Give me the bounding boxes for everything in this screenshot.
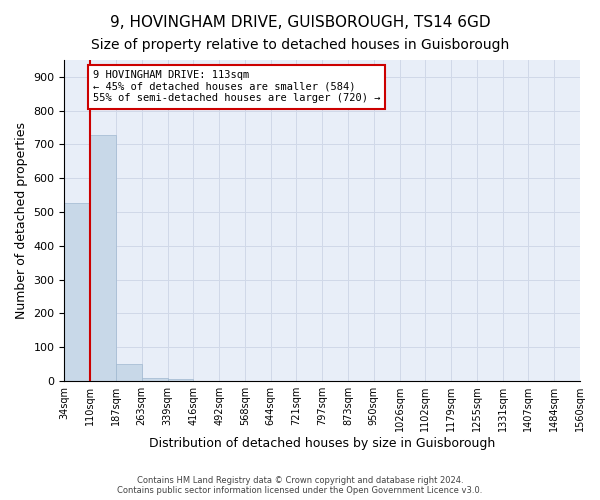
Y-axis label: Number of detached properties: Number of detached properties bbox=[15, 122, 28, 319]
X-axis label: Distribution of detached houses by size in Guisborough: Distribution of detached houses by size … bbox=[149, 437, 496, 450]
Text: 9, HOVINGHAM DRIVE, GUISBOROUGH, TS14 6GD: 9, HOVINGHAM DRIVE, GUISBOROUGH, TS14 6G… bbox=[110, 15, 490, 30]
Bar bbox=[116, 364, 142, 381]
Text: 9 HOVINGHAM DRIVE: 113sqm
← 45% of detached houses are smaller (584)
55% of semi: 9 HOVINGHAM DRIVE: 113sqm ← 45% of detac… bbox=[93, 70, 380, 103]
Bar bbox=[64, 203, 90, 381]
Bar bbox=[167, 378, 193, 381]
Text: Size of property relative to detached houses in Guisborough: Size of property relative to detached ho… bbox=[91, 38, 509, 52]
Bar bbox=[142, 378, 167, 381]
Text: Contains HM Land Registry data © Crown copyright and database right 2024.
Contai: Contains HM Land Registry data © Crown c… bbox=[118, 476, 482, 495]
Bar bbox=[90, 136, 116, 381]
